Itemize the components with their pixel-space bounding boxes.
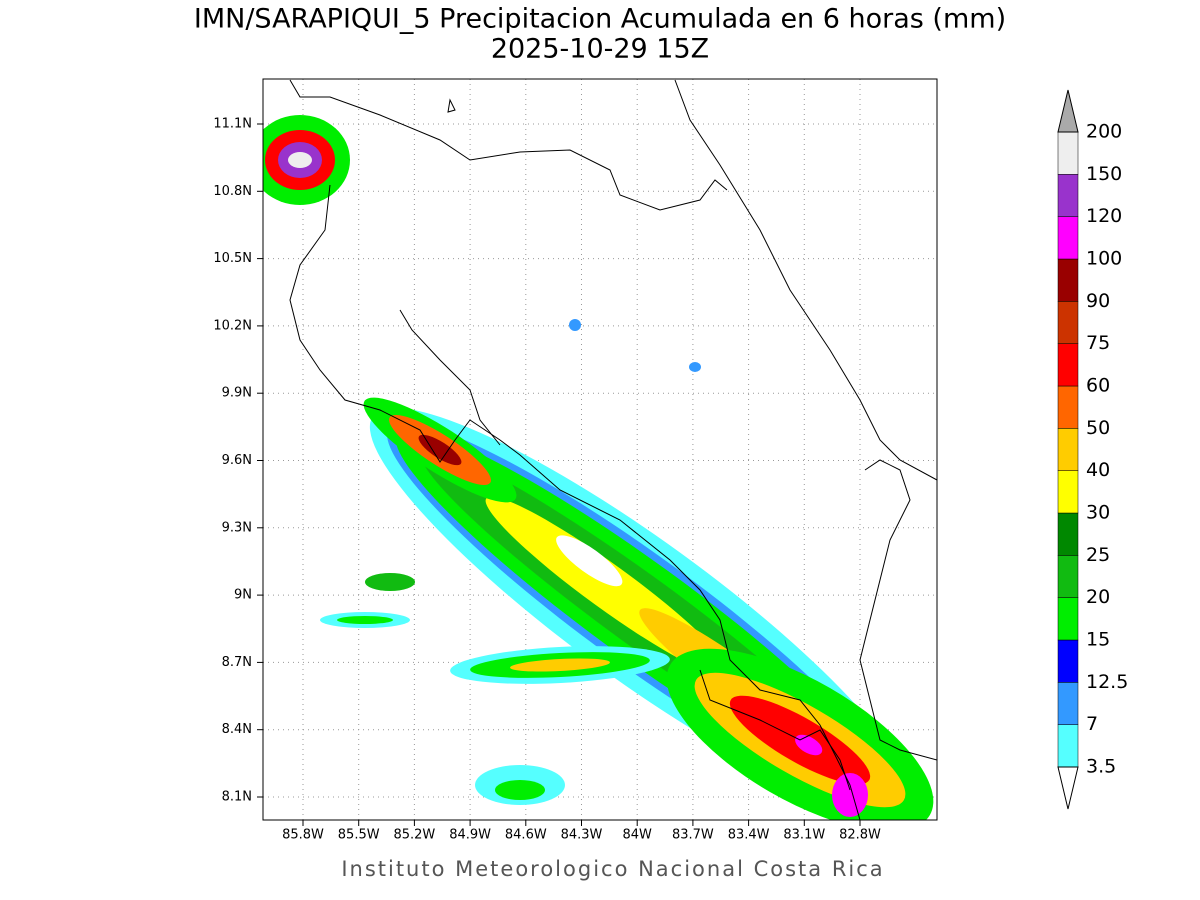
colorbar-label: 15: [1086, 629, 1110, 651]
colorbar-band: [1057, 682, 1079, 725]
colorbar-label: 120: [1086, 205, 1122, 227]
colorbar-label: 7: [1086, 713, 1098, 735]
colorbar-band: [1057, 470, 1079, 514]
colorbar-label: 50: [1086, 417, 1110, 439]
lon-label: 85.8W: [282, 828, 324, 843]
subtitle: 2025-10-29 15Z: [491, 34, 709, 65]
colorbar-label: 40: [1086, 459, 1110, 481]
colorbar-label: 20: [1086, 586, 1110, 608]
lon-label: 83.4W: [728, 828, 770, 843]
lon-label: 83.1W: [783, 828, 825, 843]
colorbar-label: 30: [1086, 502, 1110, 524]
coastline: [289, 79, 937, 820]
colorbar-label: 25: [1086, 544, 1110, 566]
map-area: [263, 79, 937, 820]
colorbar-band: [1057, 639, 1079, 683]
lat-label: 9.6N: [222, 453, 252, 468]
colorbar-band: [1057, 343, 1079, 387]
colorbar-label: 100: [1086, 248, 1122, 270]
lat-label: 9.3N: [222, 520, 252, 535]
lon-label: 85.5W: [338, 828, 380, 843]
footer: Instituto Meteorologico Nacional Costa R…: [341, 857, 884, 881]
colorbar-label: 3.5: [1086, 756, 1116, 778]
colorbar-band: [1057, 597, 1079, 641]
colorbar-band: [1057, 724, 1079, 768]
lat-label: 8.1N: [222, 790, 252, 805]
precipitation: [263, 115, 934, 820]
lat-label: 11.1N: [213, 117, 252, 132]
colorbar-label: 12.5: [1086, 671, 1128, 693]
lat-label: 10.2N: [213, 318, 252, 333]
lat-label: 10.8N: [213, 184, 252, 199]
colorbar-label: 75: [1086, 332, 1110, 354]
lon-label: 85.2W: [393, 828, 435, 843]
lon-label: 83.7W: [672, 828, 714, 843]
lat-label: 9N: [234, 588, 252, 603]
colorbar-band: [1057, 512, 1079, 556]
colorbar-band: [1057, 216, 1079, 260]
colorbar-band: [1057, 301, 1079, 344]
colorbar-label: 150: [1086, 163, 1122, 185]
map-frame: [262, 78, 938, 821]
colorbar-band: [1057, 555, 1079, 598]
colorbar-label: 200: [1086, 121, 1122, 143]
colorbar-band: [1057, 131, 1079, 175]
lat-label: 8.7N: [222, 655, 252, 670]
lon-label: 84.3W: [561, 828, 603, 843]
colorbar: 3.5 7 12.5 15 20 25 30 40 50 60 75 90 100 120 150 200: [1057, 89, 1128, 810]
colorbar-band: [1057, 174, 1079, 217]
colorbar-band: [1057, 385, 1079, 429]
lon-label: 84.9W: [449, 828, 491, 843]
colorbar-under: [1057, 766, 1079, 810]
lat-label: 8.4N: [222, 722, 252, 737]
lon-label: 82.8W: [839, 828, 881, 843]
title: IMN/SARAPIQUI_5 Precipitacion Acumulada …: [194, 4, 1006, 35]
colorbar-label: 60: [1086, 375, 1110, 397]
colorbar-over: [1057, 89, 1079, 133]
lat-label: 9.9N: [222, 386, 252, 401]
colorbar-band: [1057, 258, 1079, 302]
lat-label: 10.5N: [213, 251, 252, 266]
lon-label: 84W: [622, 828, 652, 843]
lon-label: 84.6W: [505, 828, 547, 843]
colorbar-band: [1057, 428, 1079, 471]
colorbar-label: 90: [1086, 290, 1110, 312]
